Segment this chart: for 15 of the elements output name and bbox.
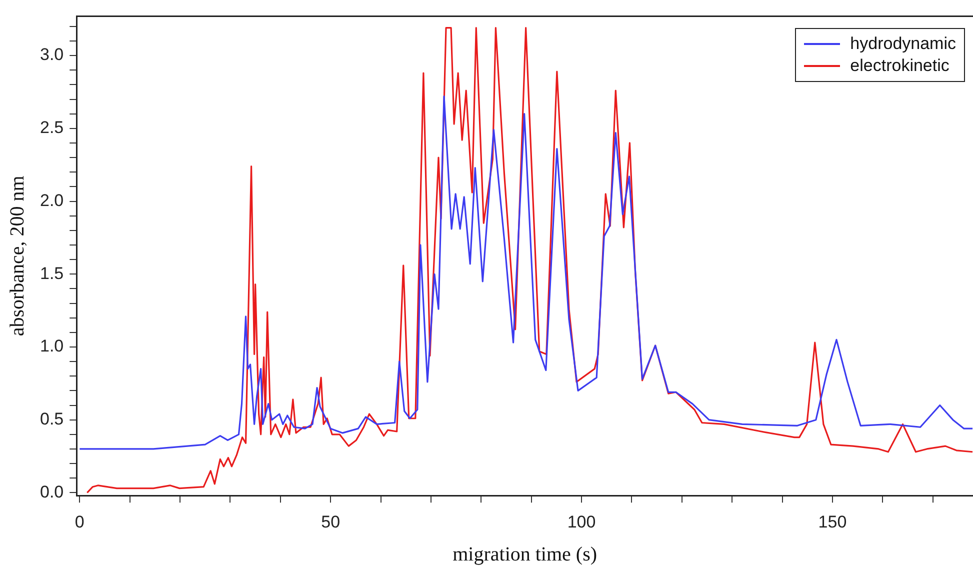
y-tick-label: 2.0 bbox=[40, 190, 64, 210]
y-tick-label: 0.5 bbox=[40, 410, 64, 429]
x-tick-label: 50 bbox=[321, 512, 340, 532]
legend-label: electrokinetic bbox=[850, 55, 950, 77]
y-tick-label: 2.5 bbox=[40, 118, 64, 138]
y-axis-title: absorbance, 200 nm bbox=[6, 175, 28, 336]
legend-label: hydrodynamic bbox=[850, 33, 956, 55]
x-tick-label: 150 bbox=[818, 512, 847, 532]
y-tick-label: 0.0 bbox=[40, 482, 64, 502]
y-tick-label: 3.0 bbox=[40, 45, 64, 64]
x-tick-label: 100 bbox=[567, 512, 596, 532]
x-axis-title: migration time (s) bbox=[452, 543, 598, 566]
y-tick-label: 1.0 bbox=[40, 336, 64, 356]
x-tick-label: 0 bbox=[74, 512, 84, 532]
y-tick-label: 1.5 bbox=[40, 264, 64, 283]
